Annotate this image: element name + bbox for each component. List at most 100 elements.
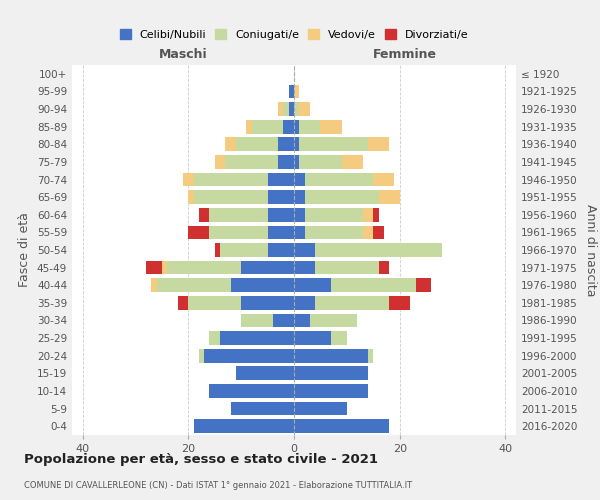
Bar bbox=[363, 208, 373, 222]
Bar bbox=[230, 402, 294, 415]
Y-axis label: Fasce di età: Fasce di età bbox=[19, 212, 31, 288]
Bar bbox=[294, 402, 347, 415]
Text: Popolazione per età, sesso e stato civile - 2021: Popolazione per età, sesso e stato civil… bbox=[24, 452, 378, 466]
Text: Femmine: Femmine bbox=[373, 48, 437, 62]
Bar bbox=[146, 260, 162, 274]
Bar bbox=[379, 260, 389, 274]
Bar bbox=[294, 278, 331, 292]
Bar bbox=[199, 349, 204, 362]
Bar bbox=[294, 260, 315, 274]
Bar bbox=[162, 260, 167, 274]
Bar bbox=[236, 138, 278, 151]
Bar bbox=[294, 84, 299, 98]
Bar bbox=[209, 331, 220, 345]
Legend: Celibi/Nubili, Coniugati/e, Vedovi/e, Divorziati/e: Celibi/Nubili, Coniugati/e, Vedovi/e, Di… bbox=[116, 26, 472, 44]
Bar bbox=[183, 172, 194, 186]
Bar bbox=[305, 190, 379, 204]
Bar bbox=[199, 208, 209, 222]
Bar bbox=[283, 102, 289, 116]
Bar bbox=[305, 226, 363, 239]
Bar bbox=[294, 314, 310, 328]
Bar bbox=[373, 226, 384, 239]
Bar bbox=[241, 260, 294, 274]
Bar bbox=[151, 278, 157, 292]
Bar bbox=[215, 243, 220, 257]
Bar bbox=[299, 102, 310, 116]
Bar bbox=[294, 120, 299, 134]
Bar bbox=[194, 190, 268, 204]
Bar bbox=[241, 296, 294, 310]
Bar bbox=[278, 138, 294, 151]
Bar bbox=[178, 296, 188, 310]
Bar bbox=[241, 314, 273, 328]
Bar bbox=[225, 155, 278, 169]
Bar bbox=[315, 243, 442, 257]
Bar bbox=[305, 172, 373, 186]
Bar bbox=[294, 155, 299, 169]
Bar bbox=[294, 226, 305, 239]
Bar bbox=[225, 138, 236, 151]
Bar bbox=[209, 208, 268, 222]
Bar bbox=[268, 226, 294, 239]
Bar bbox=[188, 296, 241, 310]
Bar bbox=[294, 420, 389, 433]
Bar bbox=[194, 172, 268, 186]
Bar bbox=[236, 366, 294, 380]
Bar bbox=[320, 120, 341, 134]
Bar bbox=[268, 208, 294, 222]
Bar bbox=[209, 226, 268, 239]
Text: Maschi: Maschi bbox=[158, 48, 208, 62]
Bar bbox=[373, 208, 379, 222]
Bar bbox=[278, 102, 283, 116]
Bar bbox=[331, 331, 347, 345]
Bar bbox=[220, 243, 268, 257]
Bar bbox=[315, 296, 389, 310]
Bar bbox=[294, 349, 368, 362]
Bar bbox=[315, 260, 379, 274]
Bar bbox=[310, 314, 358, 328]
Bar bbox=[368, 138, 389, 151]
Bar bbox=[305, 208, 363, 222]
Bar bbox=[289, 84, 294, 98]
Bar bbox=[188, 226, 209, 239]
Text: COMUNE DI CAVALLERLEONE (CN) - Dati ISTAT 1° gennaio 2021 - Elaborazione TUTTITA: COMUNE DI CAVALLERLEONE (CN) - Dati ISTA… bbox=[24, 481, 412, 490]
Bar bbox=[157, 278, 230, 292]
Bar bbox=[294, 296, 315, 310]
Bar bbox=[289, 102, 294, 116]
Bar bbox=[268, 190, 294, 204]
Bar bbox=[247, 120, 252, 134]
Bar bbox=[294, 172, 305, 186]
Bar bbox=[294, 366, 368, 380]
Bar bbox=[294, 331, 331, 345]
Bar bbox=[389, 296, 410, 310]
Bar bbox=[230, 278, 294, 292]
Bar bbox=[363, 226, 373, 239]
Bar bbox=[188, 190, 194, 204]
Bar bbox=[273, 314, 294, 328]
Bar bbox=[194, 420, 294, 433]
Bar bbox=[283, 120, 294, 134]
Bar bbox=[294, 243, 315, 257]
Bar bbox=[299, 155, 341, 169]
Bar bbox=[368, 349, 373, 362]
Bar bbox=[294, 384, 368, 398]
Bar bbox=[215, 155, 225, 169]
Bar bbox=[294, 208, 305, 222]
Bar bbox=[379, 190, 400, 204]
Bar bbox=[278, 155, 294, 169]
Bar bbox=[294, 102, 299, 116]
Bar bbox=[204, 349, 294, 362]
Bar bbox=[299, 138, 368, 151]
Bar bbox=[268, 243, 294, 257]
Bar bbox=[209, 384, 294, 398]
Bar bbox=[373, 172, 394, 186]
Bar bbox=[268, 172, 294, 186]
Bar bbox=[294, 138, 299, 151]
Y-axis label: Anni di nascita: Anni di nascita bbox=[584, 204, 597, 296]
Bar bbox=[294, 190, 305, 204]
Bar bbox=[252, 120, 283, 134]
Bar bbox=[416, 278, 431, 292]
Bar bbox=[167, 260, 241, 274]
Bar bbox=[331, 278, 416, 292]
Bar bbox=[341, 155, 363, 169]
